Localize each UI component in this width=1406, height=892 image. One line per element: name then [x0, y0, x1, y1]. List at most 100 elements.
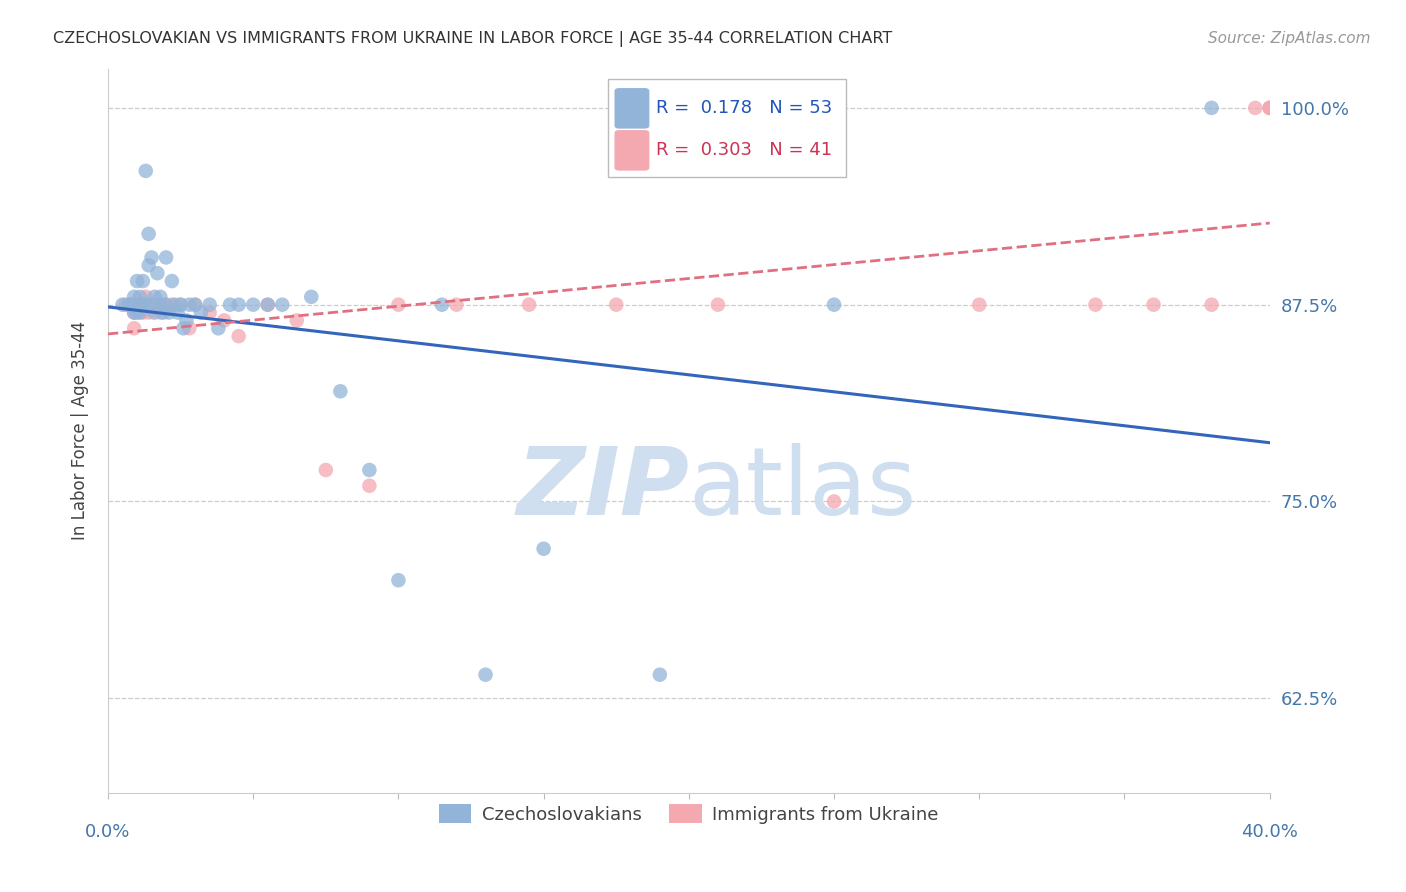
Point — [1201, 101, 1223, 115]
Point — [179, 298, 201, 312]
Point — [138, 227, 160, 241]
Point — [138, 258, 160, 272]
Point — [129, 305, 152, 319]
Point — [149, 298, 172, 312]
Point — [184, 298, 207, 312]
Point — [179, 321, 201, 335]
Text: ZIP: ZIP — [516, 442, 689, 534]
FancyBboxPatch shape — [614, 130, 650, 170]
Point — [198, 298, 221, 312]
Point — [707, 298, 730, 312]
Point — [122, 290, 145, 304]
Point — [132, 274, 155, 288]
Point — [173, 321, 195, 335]
Point — [648, 667, 671, 681]
Point — [160, 274, 183, 288]
Point — [474, 667, 496, 681]
Point — [160, 298, 183, 312]
Point — [1258, 101, 1281, 115]
Point — [141, 251, 163, 265]
Point — [129, 290, 152, 304]
Point — [163, 298, 186, 312]
Point — [111, 298, 134, 312]
Point — [387, 298, 409, 312]
Point — [117, 298, 139, 312]
Point — [242, 298, 264, 312]
Point — [125, 274, 148, 288]
Point — [430, 298, 453, 312]
Point — [299, 290, 322, 304]
Point — [207, 321, 229, 335]
Point — [146, 266, 169, 280]
Point — [122, 321, 145, 335]
Point — [152, 305, 174, 319]
FancyBboxPatch shape — [607, 79, 845, 178]
Point — [228, 298, 250, 312]
Point — [120, 298, 142, 312]
Point — [1258, 101, 1281, 115]
Point — [114, 298, 136, 312]
Text: atlas: atlas — [689, 442, 917, 534]
Point — [329, 384, 352, 399]
Point — [146, 298, 169, 312]
Point — [129, 298, 152, 312]
Point — [219, 298, 242, 312]
Text: R =  0.178   N = 53: R = 0.178 N = 53 — [657, 99, 832, 118]
Text: R =  0.303   N = 41: R = 0.303 N = 41 — [657, 141, 832, 160]
Point — [129, 298, 152, 312]
Point — [212, 313, 235, 327]
Point — [198, 305, 221, 319]
Point — [122, 305, 145, 319]
Text: CZECHOSLOVAKIAN VS IMMIGRANTS FROM UKRAINE IN LABOR FORCE | AGE 35-44 CORRELATIO: CZECHOSLOVAKIAN VS IMMIGRANTS FROM UKRAI… — [53, 31, 893, 47]
FancyBboxPatch shape — [614, 88, 650, 128]
Point — [823, 298, 845, 312]
Point — [256, 298, 278, 312]
Point — [256, 298, 278, 312]
Point — [446, 298, 468, 312]
Point — [169, 298, 191, 312]
Point — [184, 298, 207, 312]
Point — [1142, 298, 1164, 312]
Point — [138, 305, 160, 319]
Point — [132, 298, 155, 312]
Legend: Czechoslovakians, Immigrants from Ukraine: Czechoslovakians, Immigrants from Ukrain… — [432, 797, 946, 830]
Point — [141, 298, 163, 312]
Point — [157, 305, 180, 319]
Point — [285, 313, 308, 327]
Point — [132, 298, 155, 312]
Point — [190, 305, 212, 319]
Point — [166, 305, 188, 319]
Y-axis label: In Labor Force | Age 35-44: In Labor Force | Age 35-44 — [72, 321, 89, 541]
Point — [387, 573, 409, 587]
Point — [533, 541, 555, 556]
Point — [1084, 298, 1107, 312]
Point — [605, 298, 627, 312]
Text: Source: ZipAtlas.com: Source: ZipAtlas.com — [1208, 31, 1371, 46]
Point — [135, 290, 157, 304]
Point — [969, 298, 991, 312]
Point — [135, 298, 157, 312]
Point — [143, 305, 166, 319]
Point — [176, 313, 198, 327]
Point — [1258, 101, 1281, 115]
Point — [517, 298, 540, 312]
Point — [155, 298, 177, 312]
Point — [152, 298, 174, 312]
Point — [359, 463, 381, 477]
Point — [169, 298, 191, 312]
Point — [315, 463, 337, 477]
Point — [1201, 298, 1223, 312]
Point — [823, 494, 845, 508]
Text: 0.0%: 0.0% — [86, 823, 131, 841]
Point — [155, 298, 177, 312]
Point — [228, 329, 250, 343]
Point — [149, 305, 172, 319]
Point — [1244, 101, 1267, 115]
Point — [143, 290, 166, 304]
Point — [149, 290, 172, 304]
Point — [132, 305, 155, 319]
Point — [125, 305, 148, 319]
Point — [271, 298, 294, 312]
Point — [141, 298, 163, 312]
Point — [120, 298, 142, 312]
